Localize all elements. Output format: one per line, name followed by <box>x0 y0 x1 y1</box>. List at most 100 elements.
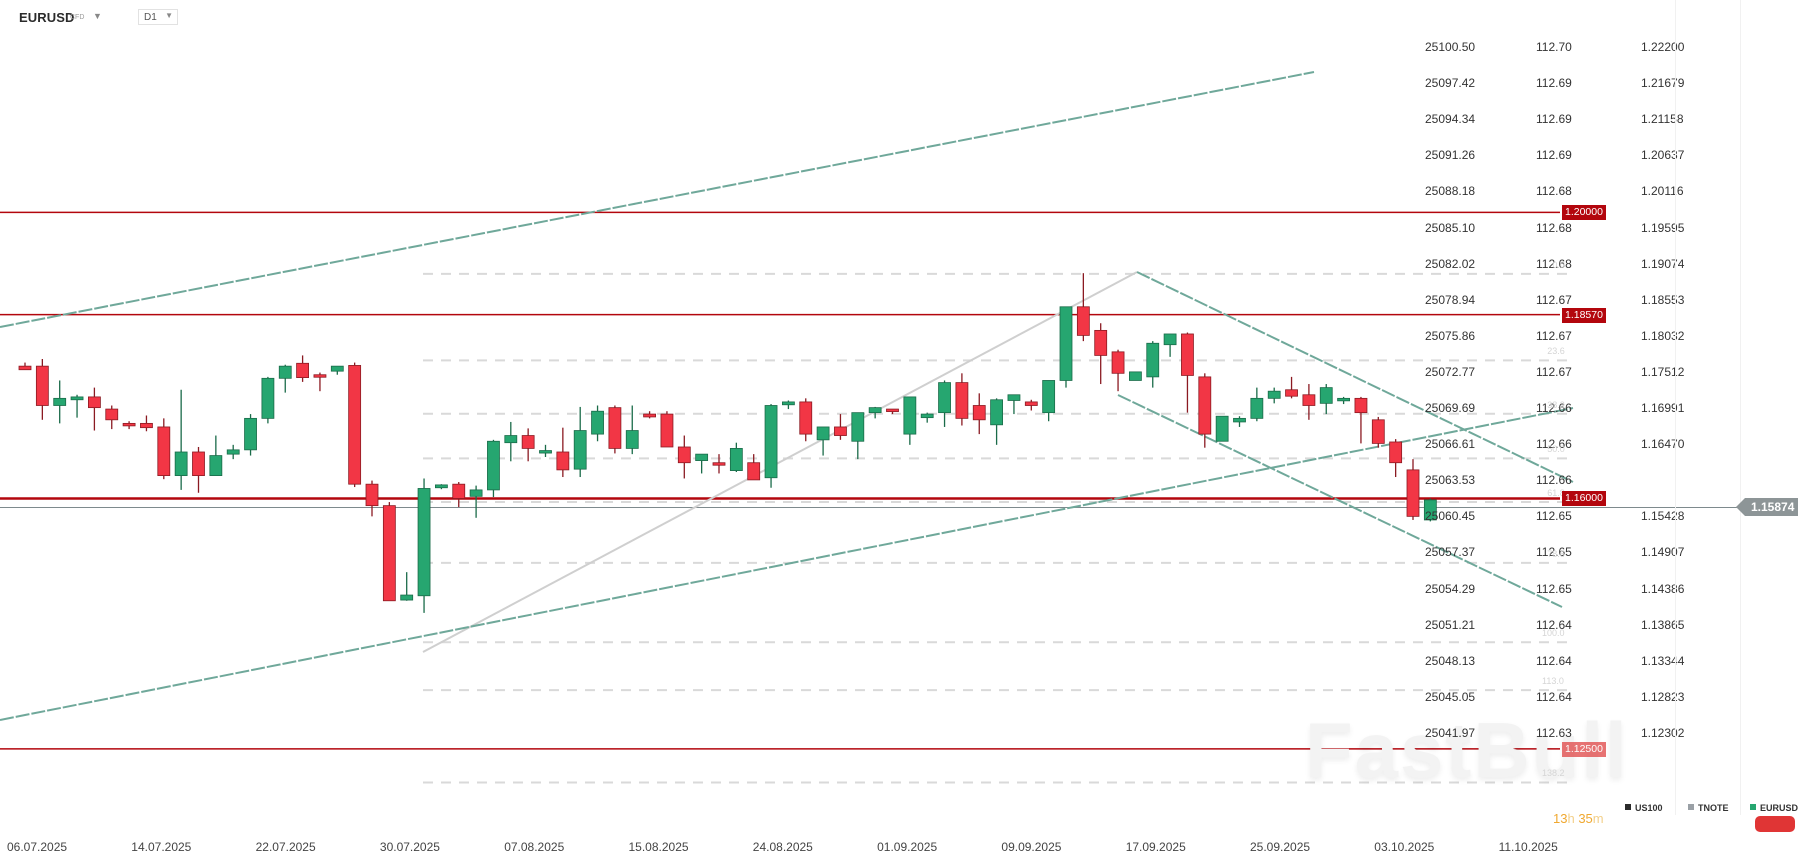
candle[interactable] <box>1285 376 1298 399</box>
candle[interactable] <box>938 380 951 427</box>
candle[interactable] <box>278 364 292 393</box>
candle[interactable] <box>452 482 466 508</box>
candle[interactable] <box>1354 396 1368 444</box>
candle[interactable] <box>192 446 205 493</box>
candle[interactable] <box>903 396 917 445</box>
candle[interactable] <box>1267 387 1281 404</box>
candle[interactable] <box>330 365 344 375</box>
candle[interactable] <box>972 393 986 435</box>
candle[interactable] <box>608 405 622 454</box>
candle[interactable] <box>1215 415 1229 442</box>
candle[interactable] <box>487 439 500 498</box>
ascending-channel-upper[interactable] <box>0 71 1315 328</box>
candle[interactable] <box>782 400 795 410</box>
candle[interactable] <box>157 418 171 480</box>
candle[interactable] <box>261 376 275 424</box>
candle[interactable] <box>1059 306 1073 388</box>
candle[interactable] <box>1024 399 1038 411</box>
candle[interactable] <box>244 414 257 456</box>
axis-label-tnote: 112.66 <box>1536 473 1572 488</box>
candle[interactable] <box>122 421 136 430</box>
candle[interactable] <box>434 484 448 490</box>
candle[interactable] <box>504 421 518 462</box>
candle[interactable] <box>174 389 188 490</box>
candle[interactable] <box>1233 416 1246 427</box>
candle[interactable] <box>521 428 535 462</box>
legend-us100[interactable]: US100 <box>1625 803 1663 813</box>
candle[interactable] <box>296 355 310 382</box>
fib-trendline[interactable] <box>422 271 1138 653</box>
candle[interactable] <box>1389 439 1403 478</box>
symbol-dropdown-icon[interactable]: ▼ <box>93 11 102 21</box>
timeframe-select[interactable]: D1 ▼ <box>138 9 178 25</box>
candle[interactable] <box>1146 341 1160 388</box>
candle[interactable] <box>1129 371 1142 381</box>
candle[interactable] <box>591 405 604 442</box>
candle[interactable] <box>226 444 240 460</box>
candle[interactable] <box>729 442 743 473</box>
candle[interactable] <box>105 405 119 430</box>
candle[interactable] <box>990 398 1003 445</box>
candle[interactable] <box>1181 332 1194 413</box>
candle[interactable] <box>539 444 552 457</box>
candle[interactable] <box>1198 373 1212 448</box>
trade-button[interactable] <box>1755 816 1795 832</box>
candle[interactable] <box>920 412 934 423</box>
candle[interactable] <box>70 394 84 418</box>
candle[interactable] <box>573 406 587 478</box>
candle[interactable] <box>1406 459 1420 520</box>
candle[interactable] <box>747 454 761 481</box>
candle[interactable] <box>1250 387 1264 422</box>
candle[interactable] <box>660 411 674 448</box>
candle[interactable] <box>1319 384 1333 415</box>
descending-channel-upper[interactable] <box>1136 271 1574 483</box>
candle[interactable] <box>1371 416 1385 448</box>
symbol-name[interactable]: EURUSD <box>19 10 75 25</box>
candle[interactable] <box>88 387 101 431</box>
legend-eurusd[interactable]: EURUSD <box>1750 803 1798 813</box>
axis-label-tnote: 112.66 <box>1536 437 1572 452</box>
candle[interactable] <box>816 426 830 456</box>
axis-label-eurusd: 1.21158 <box>1641 112 1684 127</box>
legend-tnote[interactable]: TNOTE <box>1688 803 1729 813</box>
candle[interactable] <box>695 453 709 474</box>
candle[interactable] <box>469 485 483 518</box>
candle[interactable] <box>348 362 362 488</box>
candle[interactable] <box>313 372 327 392</box>
candle[interactable] <box>1163 333 1177 357</box>
level-price-tag: 1.16000 <box>1562 491 1606 507</box>
candle[interactable] <box>1094 323 1108 385</box>
candle[interactable] <box>1042 380 1056 422</box>
candle[interactable] <box>18 362 32 371</box>
candle[interactable] <box>1111 349 1125 392</box>
candle[interactable] <box>1337 396 1350 405</box>
axis-label-us100: 25088.18 <box>1425 184 1476 199</box>
descending-channel-lower[interactable] <box>1117 394 1563 608</box>
candle[interactable] <box>382 502 396 602</box>
candle[interactable] <box>643 411 656 419</box>
candle[interactable] <box>35 359 49 420</box>
candle[interactable] <box>1076 273 1090 342</box>
candle[interactable] <box>1302 384 1316 420</box>
candle[interactable] <box>851 412 865 460</box>
candle[interactable] <box>365 480 379 517</box>
candle[interactable] <box>955 373 969 426</box>
candle[interactable] <box>712 454 726 474</box>
candle[interactable] <box>1007 394 1021 415</box>
candle[interactable] <box>834 414 847 440</box>
ascending-channel-lower[interactable] <box>0 407 1574 721</box>
candle[interactable] <box>625 405 639 455</box>
candle[interactable] <box>556 427 570 478</box>
candle[interactable] <box>799 398 813 442</box>
candle[interactable] <box>677 435 691 479</box>
candle[interactable] <box>53 380 67 424</box>
candle[interactable] <box>764 404 778 488</box>
candle[interactable] <box>140 415 153 432</box>
candle[interactable] <box>209 435 223 476</box>
candle[interactable] <box>868 406 882 419</box>
candle[interactable] <box>1423 498 1437 522</box>
candle[interactable] <box>417 478 431 613</box>
candle[interactable] <box>886 408 899 415</box>
candle[interactable] <box>400 572 414 601</box>
